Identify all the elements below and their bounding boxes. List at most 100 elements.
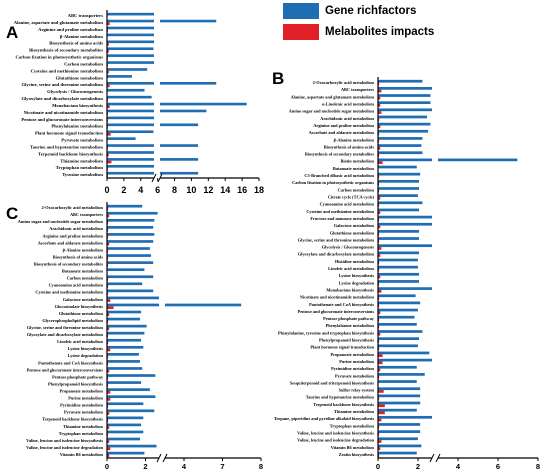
category-label: Glyoxylate and dicarboxylate metabolism [21,96,103,101]
x-tick-label: 4 [182,462,187,471]
bar-gene-richfactor [378,258,418,262]
bar-gene-richfactor [107,240,154,243]
category-label: 2-Oxocarboxylic acid metabolism [313,80,375,85]
category-label: Nicotinate and nicotinamide metabolism [24,110,103,115]
bar-gene-richfactor [378,330,423,333]
category-label: Citrate cycle (TCA cycle) [328,194,375,199]
bar-metabolite-impact [378,440,382,443]
axis-break-gap [432,79,438,459]
bar-gene-richfactor [107,444,157,448]
bar-metabolite-impact [378,311,381,315]
chart-panel-b: B 2-Oxocarboxylic acid metabolism ABC tran… [272,69,540,471]
category-label: Terpenoid backbone biosynthesis [38,151,103,156]
bar-metabolite-impact [107,327,110,331]
category-label: Amino sugar and nucleotide sugar metabol… [289,109,375,114]
axis-break-gap [154,12,160,179]
bar-gene-richfactor [107,353,139,356]
category-label: Biosynthesis of secondary metabolites [29,48,103,53]
bar-gene-richfactor [107,416,144,420]
category-label: Pyrimidine metabolism [60,403,103,408]
bar-gene-richfactor [107,226,154,229]
category-label: Galactose metabolism [334,223,375,228]
category-label: Propanoate metabolism [331,352,375,357]
x-tick-label: 2 [121,185,126,195]
bar-gene-richfactor [378,423,421,426]
bar-gene-richfactor [107,395,156,399]
bar-metabolite-impact [107,447,111,451]
bar-metabolite-impact [378,146,381,150]
x-tick-label: 0 [105,462,109,471]
x-tick-label: 6 [155,185,160,195]
x-tick-label: 12 [203,185,213,195]
bar-gene-richfactor [107,19,217,23]
bar-gene-richfactor [107,102,247,106]
category-label: Thiamine metabolism [60,158,103,163]
bar-metabolite-impact [378,447,381,450]
category-label: Butanoate metabolism [333,166,375,171]
bar-gene-richfactor [107,116,157,120]
category-label: Pyruvate metabolism [335,373,374,378]
bar-gene-richfactor [378,337,420,341]
category-label: Glycine, serine and threonine metabolism [27,325,104,330]
bar-gene-richfactor [378,144,422,147]
x-tick-label: 0 [104,185,109,195]
bar-gene-richfactor [107,331,145,335]
category-label: Biosynthesis of secondary metabolites [305,152,374,157]
category-label: Taurine and hypotaurine metabolism [306,395,375,400]
bar-gene-richfactor [378,387,421,391]
x-tick-label: 10 [186,185,196,195]
legend-label-metabolite: Melabolites impacts [325,25,435,38]
bar-gene-richfactor [378,401,421,405]
bar-metabolite-impact [107,22,110,26]
bar-gene-richfactor [107,402,144,406]
category-label: Pentose phosphate pathway [52,374,104,379]
category-label: Biosynthesis of amino acids [49,41,103,46]
bar-gene-richfactor [107,367,143,370]
bar-gene-richfactor [378,358,434,362]
chart-panel-c: C 2-Oxocarboxylic acid metabolism ABC tran… [6,202,263,471]
bar-gene-richfactor [378,165,417,169]
category-label: Lysine biosynthesis [68,346,104,351]
category-label: Linoleic acid metabolism [57,339,103,344]
category-label: Ascorbate and aldarate metabolism [309,130,375,135]
x-tick-label: 8 [259,462,263,471]
bar-gene-richfactor [107,374,156,377]
bar-gene-richfactor [378,108,434,112]
bar-metabolite-impact [378,368,381,372]
category-label: Purine metabolism [68,396,103,401]
x-tick-label: 4 [138,185,143,195]
bar-metabolite-impact [378,332,381,336]
bar-gene-richfactor [107,137,136,140]
category-label: Taurine and hypotaurine metabolism [30,144,103,149]
bar-gene-richfactor [107,296,160,300]
bar-gene-richfactor [107,61,155,64]
bar-gene-richfactor [107,360,140,363]
category-label: Fructose and mannose metabolism [310,216,374,221]
bar-gene-richfactor [107,75,132,78]
bar-metabolite-impact [107,160,112,164]
category-label: Biotin metabolism [340,159,374,164]
bar-gene-richfactor [107,338,142,342]
bar-gene-richfactor [378,294,416,298]
category-label: β-Alanine metabolism [63,247,104,252]
legend: Gene richfactors Melabolites impacts [283,2,493,48]
category-label: Pentose and glucuronate interconversions [27,367,104,372]
category-label: α-Linolenic acid metabolism [322,102,374,107]
category-label: Lysine degradation [339,280,375,285]
category-label: Glucosinolate biosynthesis [55,304,104,309]
x-tick-label: 2 [416,462,420,471]
bar-gene-richfactor [107,144,199,147]
bar-gene-richfactor [378,129,429,133]
category-label: Pantothenate and CoA biosynthesis [38,360,103,365]
category-label: Glutathione metabolism [56,75,104,80]
bar-gene-richfactor [378,101,431,105]
category-label: Ascorbate and aldarate metabolism [38,240,104,245]
bar-metabolite-impact [378,361,383,365]
category-label: Carbon fixation in photosynthetic organi… [15,55,103,60]
category-label: Glyoxylate and dicarboxylate metabolism [298,252,375,257]
bar-metabolite-impact [378,289,382,293]
bar-gene-richfactor [107,282,143,286]
bar-gene-richfactor [107,130,154,134]
x-tick-label: 18 [254,185,264,195]
